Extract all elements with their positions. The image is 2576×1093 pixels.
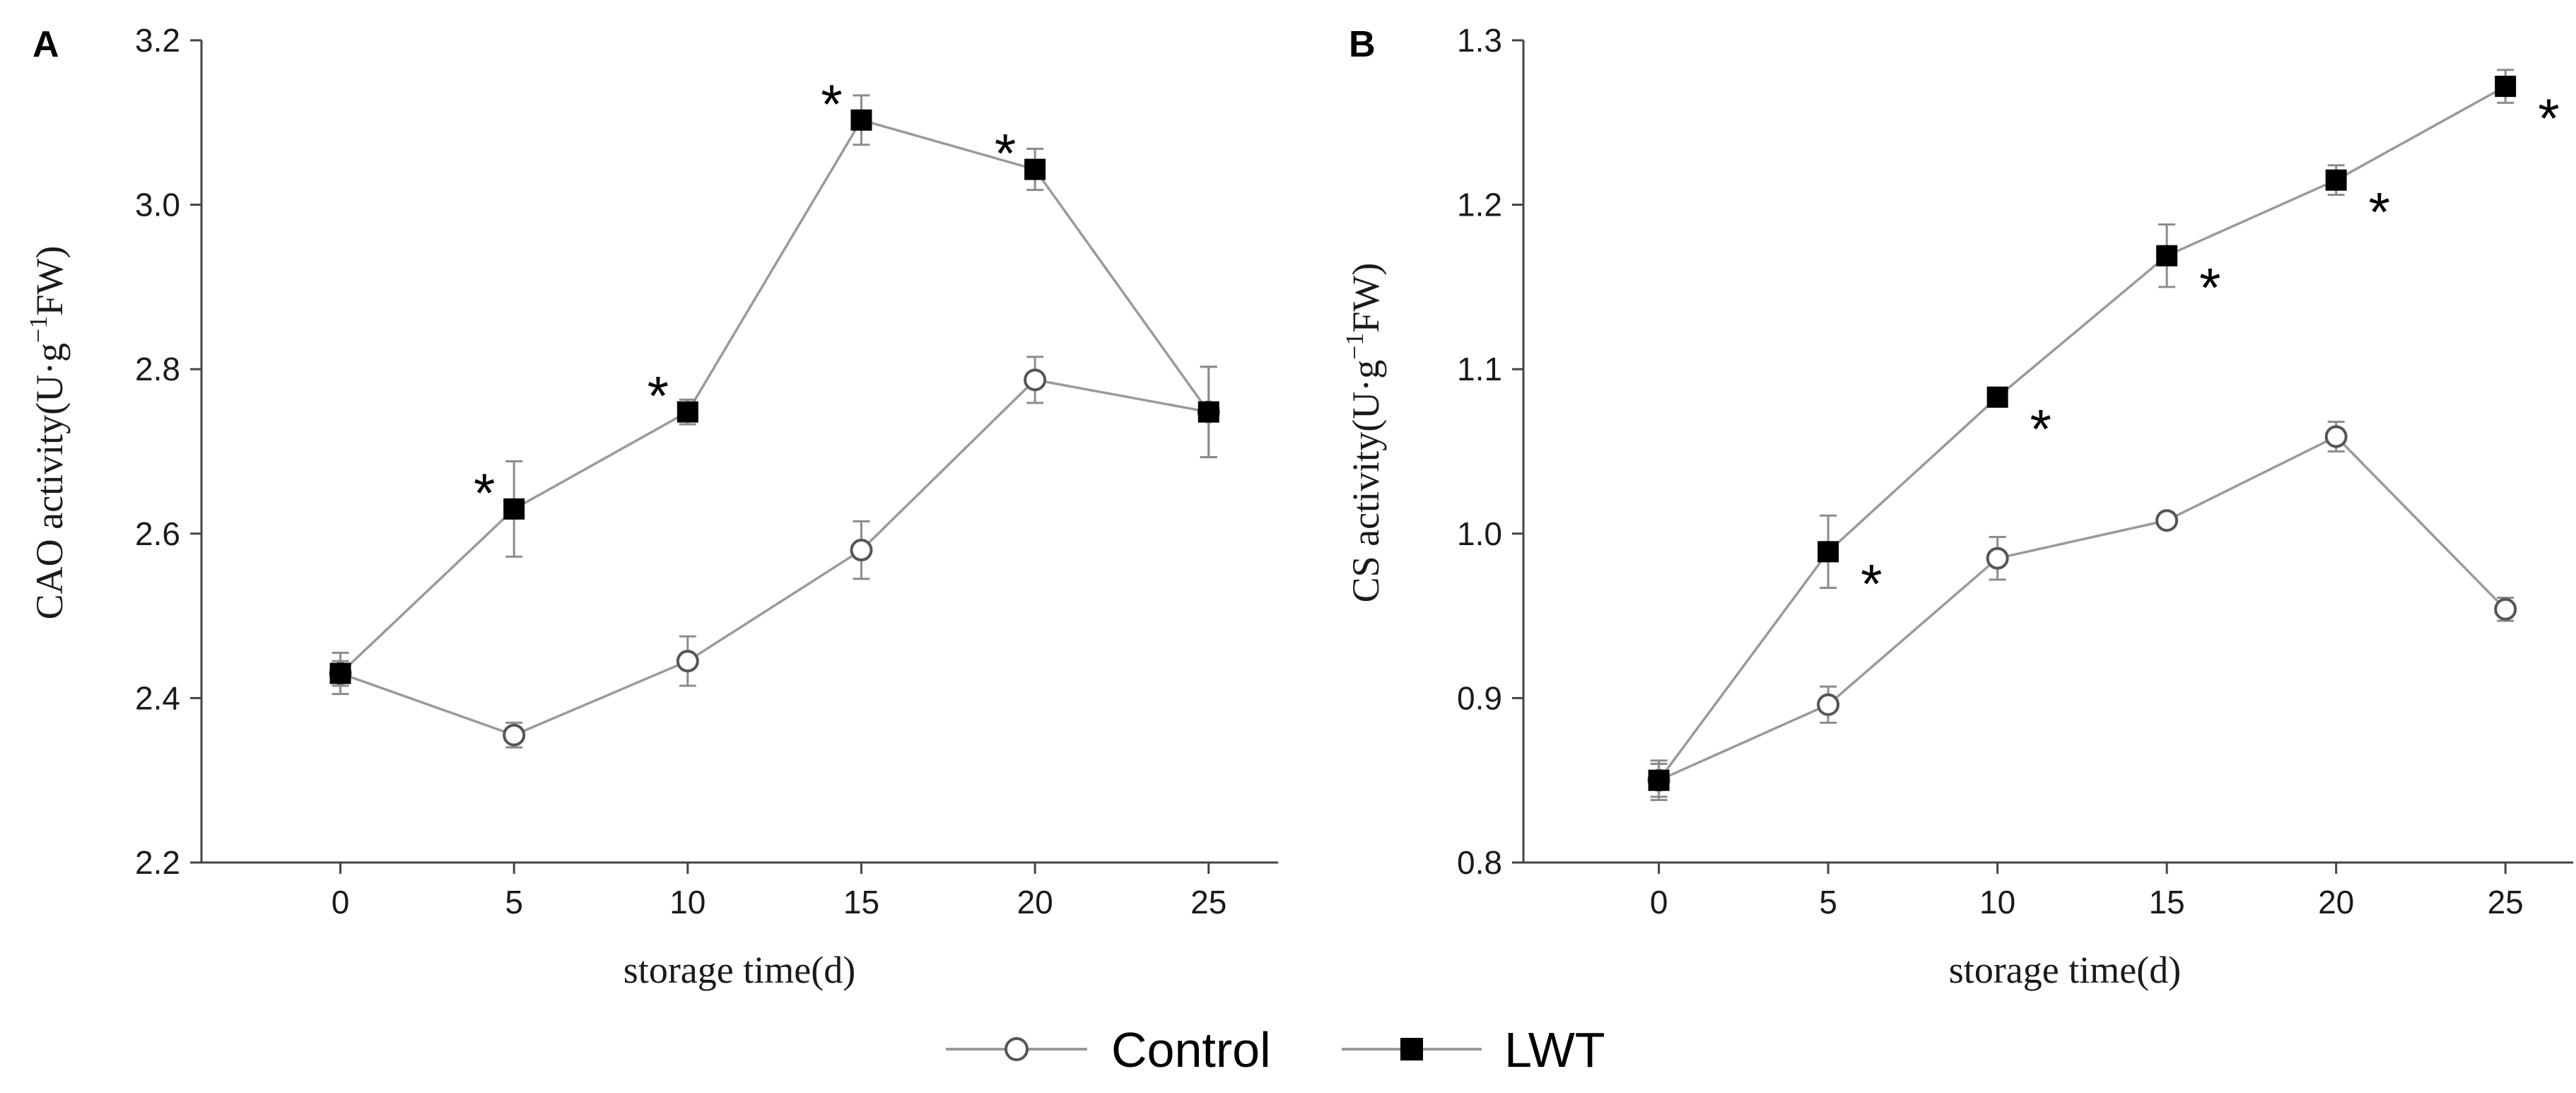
panel-a-lwt-point bbox=[1024, 158, 1046, 180]
panel-b-significance-star: * bbox=[2369, 181, 2390, 243]
panel-b-lwt-point bbox=[2156, 245, 2178, 267]
panel-a-control-line bbox=[339, 378, 1210, 737]
panel-a-xtick-label: 15 bbox=[843, 884, 879, 920]
panel-a-significance-star: * bbox=[648, 365, 669, 427]
panel-b-axes: 0.8 0.9 1.0 1.1 1.2 1.3 0 5 10 15 20 25 * * * * * bbox=[1457, 22, 2573, 920]
panel-b-ylabel: CS activity(U·g−1FW) bbox=[1340, 263, 1387, 603]
panel-a-ylabel: CAO activity(U·g−1FW) bbox=[24, 246, 71, 620]
panel-b-lwt-point bbox=[1986, 386, 2008, 408]
panel-b-xtick-label: 10 bbox=[1979, 884, 2015, 920]
panel-b-ytick-label: 0.8 bbox=[1457, 844, 1502, 881]
panel-a-lwt-point bbox=[677, 401, 698, 423]
panel-b-xtick-label: 5 bbox=[1819, 884, 1837, 920]
panel-a-control-point bbox=[503, 723, 526, 747]
panel-a-ytick-label: 3.0 bbox=[135, 187, 180, 223]
panel-a-significance-star: * bbox=[995, 122, 1016, 185]
panel-a-ytick-label: 2.6 bbox=[135, 515, 180, 552]
panel-b-xtick-label: 15 bbox=[2149, 884, 2185, 920]
panel-a-significance-star: * bbox=[474, 462, 495, 524]
panel-a-lwt-point bbox=[329, 662, 351, 684]
panel-b-ytick-label: 0.9 bbox=[1457, 679, 1502, 716]
panel-a-control-point bbox=[676, 650, 699, 673]
panel-a-lwt-line bbox=[339, 118, 1210, 674]
panel-a-xtick-label: 20 bbox=[1017, 884, 1053, 920]
panel-b-significance-star: * bbox=[1861, 552, 1882, 614]
panel-a-lwt-point bbox=[503, 498, 525, 520]
panel-a-lwt-point bbox=[850, 109, 872, 131]
panel-b: B 0.8 0.9 1.0 1.1 1.2 1.3 0 5 10 15 20 25 * * * * * CS a… bbox=[1340, 22, 2573, 991]
panel-a-ytick-label: 2.2 bbox=[135, 844, 180, 881]
panel-b-xtick-label: 0 bbox=[1650, 884, 1668, 920]
panel-b-significance-star: * bbox=[2538, 87, 2559, 149]
panel-b-control-point bbox=[1986, 546, 2009, 570]
panel-a-significance-star: * bbox=[821, 73, 842, 135]
panel-a-axes: 2.2 2.4 2.6 2.8 3.0 3.2 0 5 10 15 20 25 * * * * bbox=[135, 22, 1278, 920]
legend-control-marker bbox=[1005, 1037, 1029, 1061]
panel-b-ytick-label: 1.2 bbox=[1457, 187, 1502, 223]
panel-a-xtick-label: 0 bbox=[332, 884, 350, 920]
panel-b-lwt-point bbox=[2495, 76, 2517, 98]
panel-a: A 2.2 2.4 2.6 2.8 3.0 3.2 0 5 10 15 20 25 * * * * CAO a… bbox=[24, 22, 1278, 991]
panel-a-control-point bbox=[850, 539, 873, 562]
legend-control-label: Control bbox=[1111, 1022, 1271, 1077]
panel-a-ytick-label: 2.8 bbox=[135, 351, 180, 387]
panel-a-ytick-label: 2.4 bbox=[135, 679, 180, 716]
panel-b-ytick-label: 1.3 bbox=[1457, 22, 1502, 59]
panel-a-xtick-label: 25 bbox=[1190, 884, 1226, 920]
legend-lwt-marker bbox=[1400, 1038, 1423, 1060]
panel-a-letter: A bbox=[33, 24, 59, 65]
panel-b-ytick-label: 1.0 bbox=[1457, 515, 1502, 552]
panel-a-lwt-point bbox=[1198, 401, 1219, 423]
panel-b-xtick-label: 20 bbox=[2318, 884, 2354, 920]
panel-b-control-point bbox=[2494, 597, 2517, 621]
panel-b-control-point bbox=[2324, 425, 2348, 448]
panel-b-control-point bbox=[2155, 509, 2179, 532]
panel-b-lwt-line bbox=[1658, 85, 2507, 781]
panel-b-xtick-label: 25 bbox=[2488, 884, 2524, 920]
panel-a-xlabel: storage time(d) bbox=[623, 949, 855, 991]
panel-a-xtick-label: 10 bbox=[669, 884, 706, 920]
panel-b-significance-star: * bbox=[2199, 257, 2220, 319]
legend: Control LWT bbox=[946, 1022, 1605, 1077]
panel-b-lwt-point bbox=[1648, 769, 1670, 791]
panel-b-xlabel: storage time(d) bbox=[1949, 949, 2181, 991]
panel-b-lwt-point bbox=[1817, 541, 1839, 563]
panel-b-significance-star: * bbox=[2030, 398, 2051, 460]
panel-a-control-point bbox=[1024, 368, 1047, 392]
panel-b-control-line bbox=[1658, 435, 2507, 782]
panel-b-ytick-label: 1.1 bbox=[1457, 351, 1502, 387]
legend-lwt-label: LWT bbox=[1504, 1022, 1605, 1077]
panel-a-xtick-label: 5 bbox=[505, 884, 523, 920]
panel-b-control-point bbox=[1817, 693, 1840, 716]
panel-b-letter: B bbox=[1349, 24, 1376, 65]
panel-b-lwt-point bbox=[2325, 169, 2347, 191]
panel-a-ytick-label: 3.2 bbox=[135, 22, 180, 59]
